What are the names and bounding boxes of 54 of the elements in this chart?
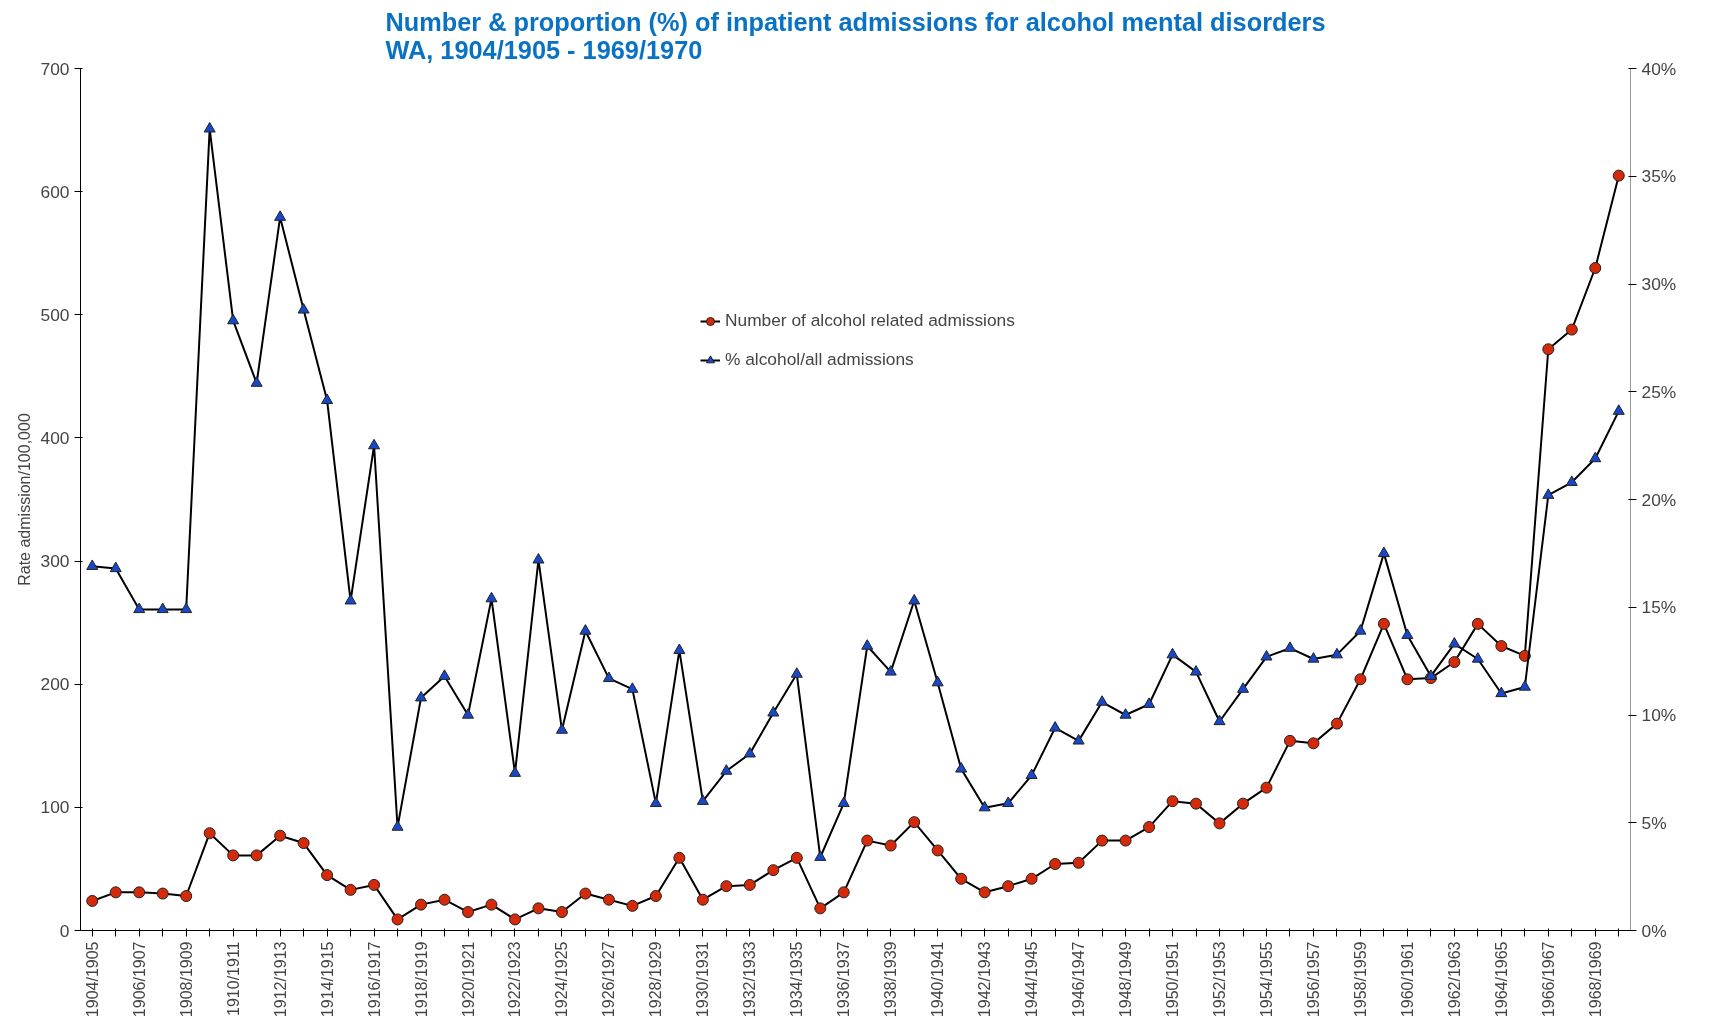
y2-tick-label: 25% xyxy=(1641,381,1677,402)
x-tick-label: 1924/1925 xyxy=(553,941,571,1018)
x-tick-label: 1906/1907 xyxy=(130,941,148,1018)
x-tick-label: 1910/1911 xyxy=(224,941,242,1016)
x-tick-label: 1968/1969 xyxy=(1586,941,1604,1018)
x-tick-label: 1952/1953 xyxy=(1211,941,1229,1018)
x-tick-label: 1960/1961 xyxy=(1398,941,1416,1018)
x-tick-label: 1916/1917 xyxy=(365,941,383,1018)
y2-tick-label: 20% xyxy=(1641,489,1677,510)
y-tick-label: 600 xyxy=(40,181,70,202)
x-tick-label: 1934/1935 xyxy=(788,941,806,1018)
y-tick-label: 400 xyxy=(40,427,70,448)
y-tick-label: 500 xyxy=(40,304,70,325)
legend-label: % alcohol/all admissions xyxy=(725,349,914,370)
x-tick-label: 1956/1957 xyxy=(1304,941,1322,1018)
y-tick-label: 300 xyxy=(40,551,70,572)
x-tick-label: 1954/1955 xyxy=(1257,941,1275,1018)
x-tick-label: 1940/1941 xyxy=(929,941,947,1018)
y-tick-label: 100 xyxy=(40,797,70,818)
x-tick-label: 1962/1963 xyxy=(1445,941,1463,1018)
x-tick-label: 1964/1965 xyxy=(1492,941,1510,1018)
x-tick-label: 1926/1927 xyxy=(600,941,618,1018)
y2-tick-label: 5% xyxy=(1641,812,1667,833)
x-tick-label: 1950/1951 xyxy=(1164,941,1182,1018)
x-tick-label: 1904/1905 xyxy=(83,941,101,1018)
x-tick-label: 1966/1967 xyxy=(1539,941,1557,1018)
y-tick-label: 0 xyxy=(59,920,70,941)
x-tick-label: 1936/1937 xyxy=(835,941,853,1018)
y2-tick-label: 30% xyxy=(1641,274,1677,294)
x-tick-label: 1920/1921 xyxy=(459,941,477,1018)
y2-tick-label: 40% xyxy=(1641,58,1677,79)
x-tick-label: 1922/1923 xyxy=(506,941,524,1018)
x-tick-label: 1938/1939 xyxy=(882,941,900,1018)
y2-tick-label: 10% xyxy=(1641,705,1677,725)
x-tick-label: 1958/1959 xyxy=(1351,941,1369,1018)
x-tick-label: 1914/1915 xyxy=(318,941,336,1018)
x-tick-label: 1918/1919 xyxy=(412,941,430,1018)
x-tick-label: 1948/1949 xyxy=(1117,941,1135,1018)
x-tick-label: 1944/1945 xyxy=(1023,941,1041,1018)
y-tick-label: 700 xyxy=(40,58,70,79)
x-tick-label: 1912/1913 xyxy=(271,941,289,1018)
x-tick-label: 1930/1931 xyxy=(694,941,712,1018)
x-tick-label: 1908/1909 xyxy=(177,941,195,1018)
y2-tick-label: 35% xyxy=(1641,166,1677,187)
legend-label: Number of alcohol related admissions xyxy=(725,310,1015,331)
y-tick-label: 200 xyxy=(40,674,70,695)
x-tick-label: 1928/1929 xyxy=(647,941,665,1018)
chart-title: Number & proportion (%) of inpatient admissions for alcohol mental disorders WA, 1904/1905 - 1969/1970 xyxy=(385,7,1326,64)
x-tick-label: 1942/1943 xyxy=(976,941,994,1018)
y2-tick-label: 0% xyxy=(1641,920,1667,941)
x-tick-label: 1946/1947 xyxy=(1070,941,1088,1018)
x-tick-label: 1932/1933 xyxy=(741,941,759,1018)
y2-tick-label: 15% xyxy=(1641,597,1677,618)
y-axis-title: Rate admission/100,000 xyxy=(15,413,33,586)
